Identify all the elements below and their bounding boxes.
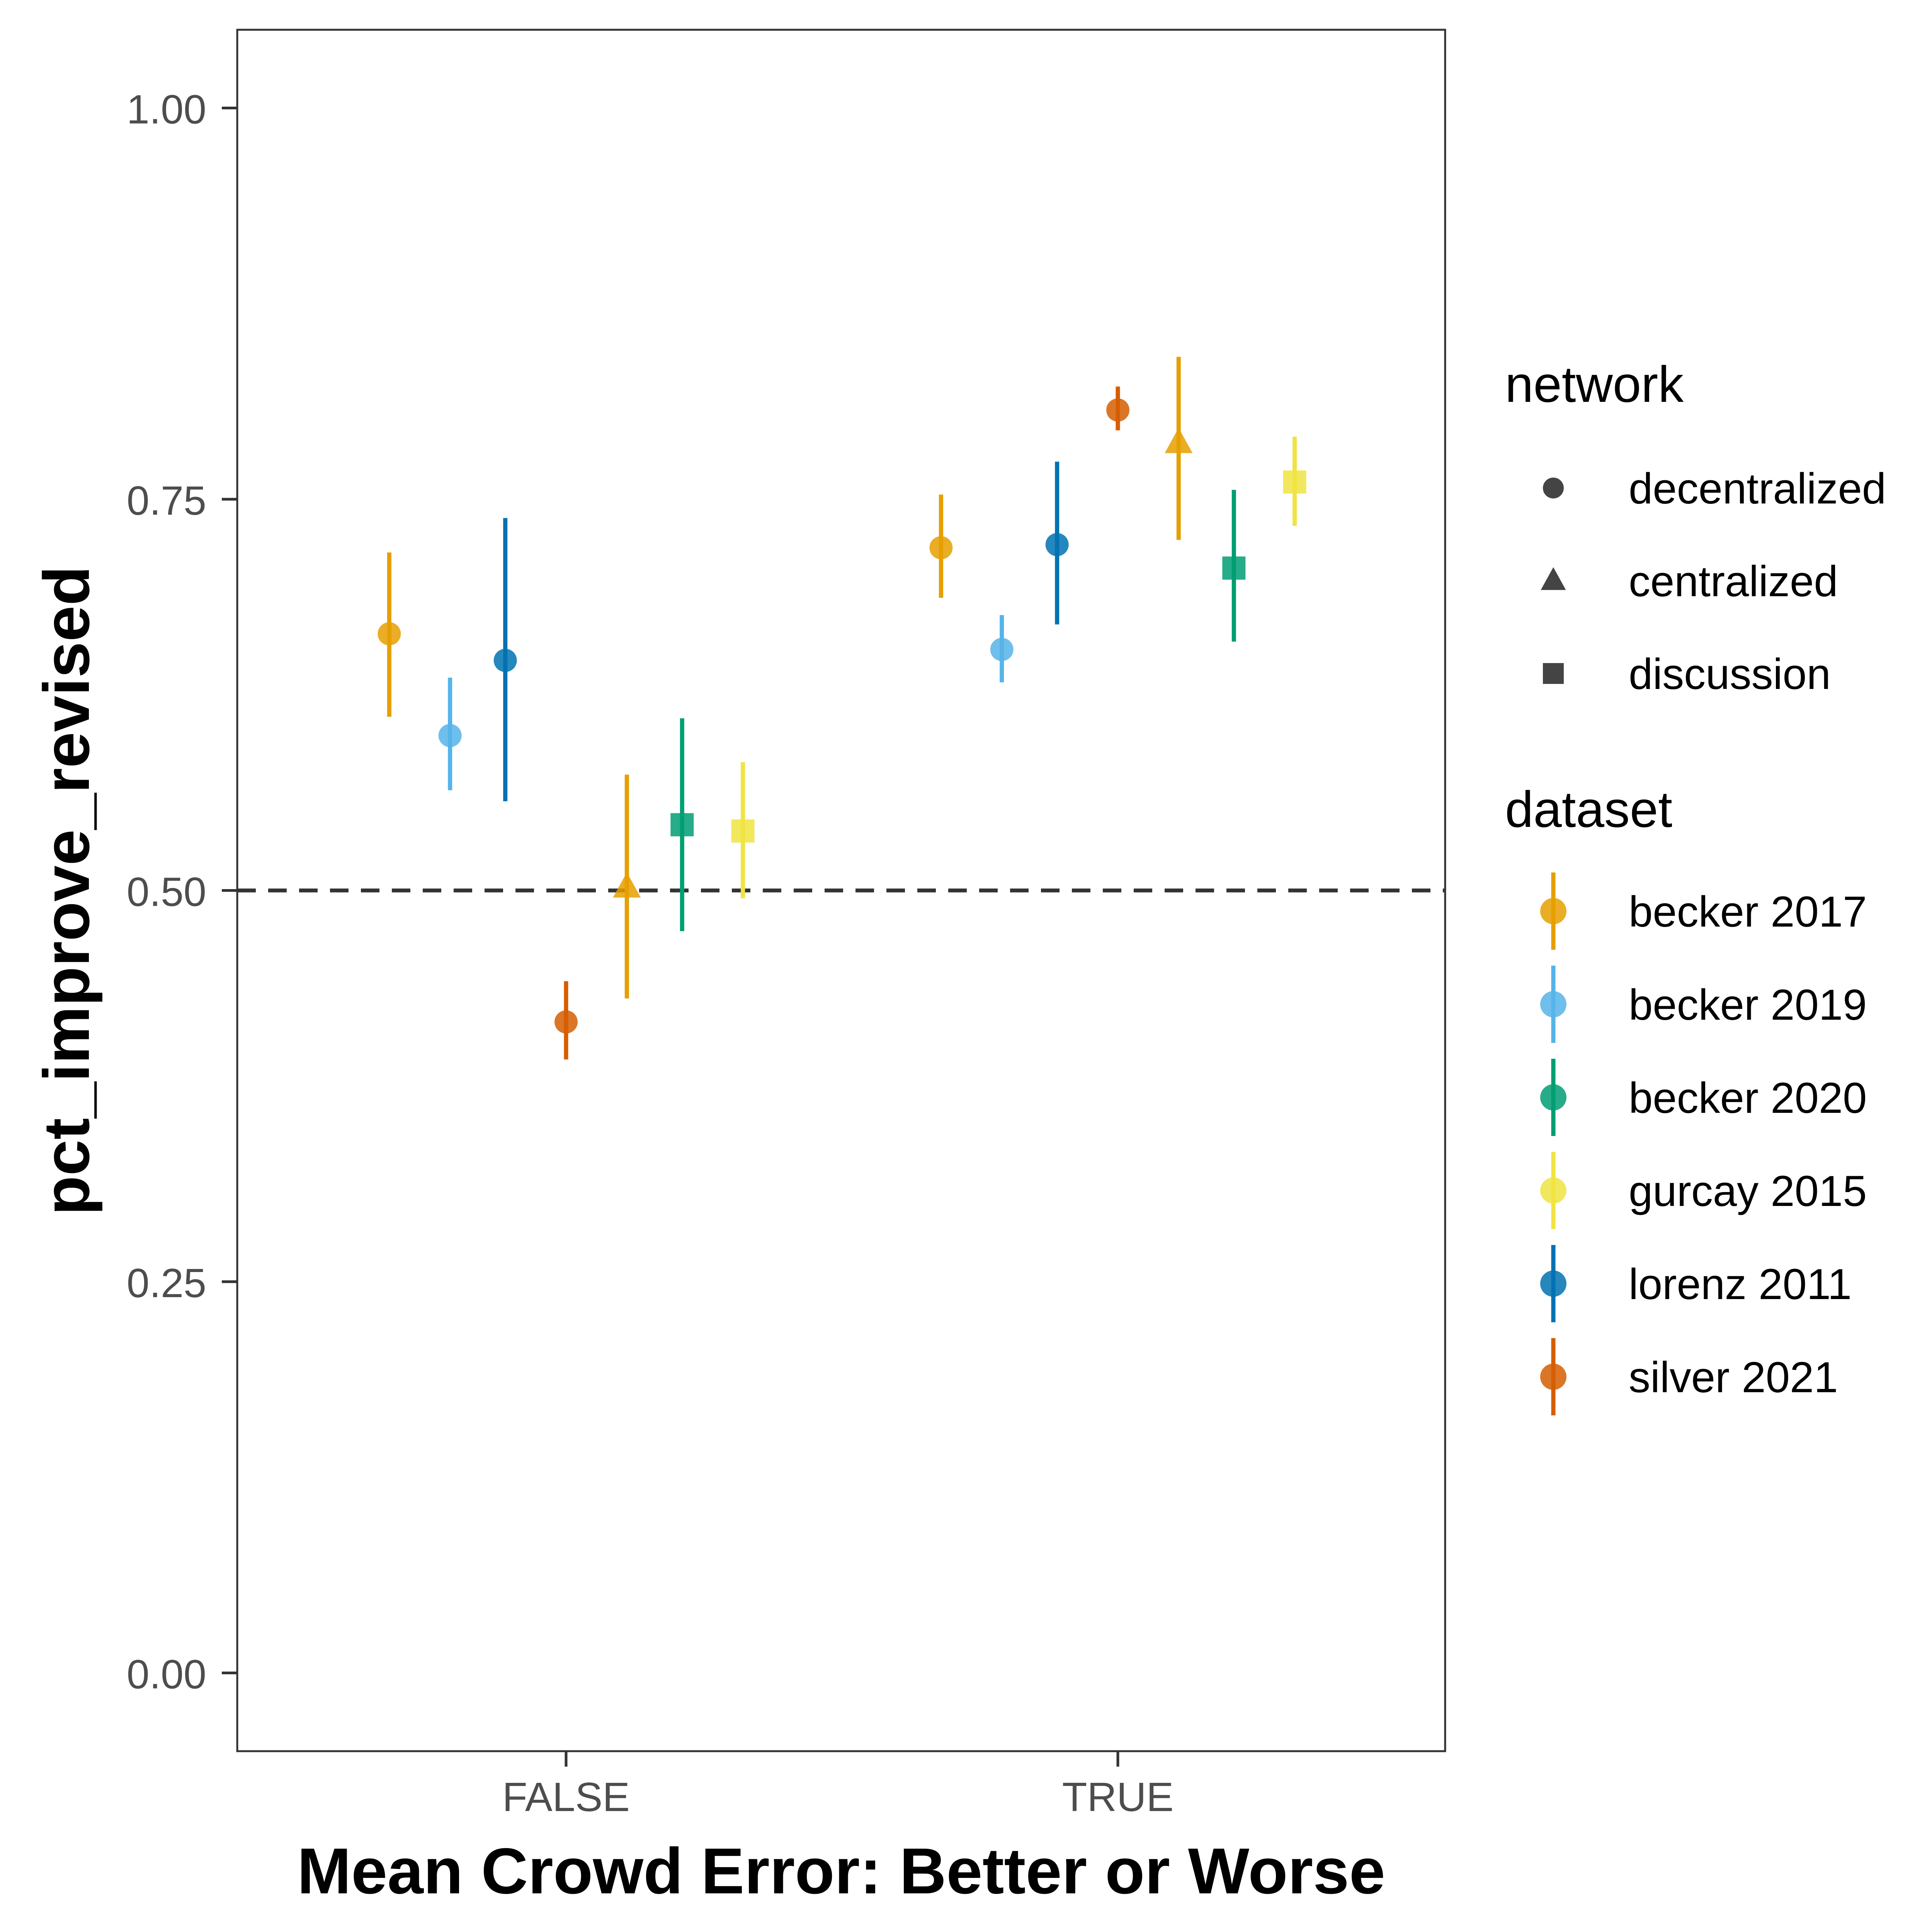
legend-network-items: decentralized centralized discussion (1541, 464, 1886, 698)
point-becker-2019-decentralized-true (990, 615, 1014, 682)
legend-dataset-label: becker 2020 (1629, 1074, 1867, 1122)
point-marker (670, 813, 694, 837)
legend-dataset-key (1540, 991, 1566, 1017)
data-marks (378, 357, 1306, 1060)
point-marker (1045, 533, 1069, 556)
point-becker-2017-decentralized-false (378, 552, 401, 717)
point-silver-2021-decentralized-false (554, 981, 578, 1060)
legend-dataset-label: becker 2017 (1629, 888, 1867, 936)
point-marker (1165, 428, 1193, 453)
legend-network-label: decentralized (1629, 464, 1886, 513)
y-tick-label-0-75: 0.75 (127, 478, 206, 524)
point-marker (613, 872, 641, 898)
legend-dataset: dataset becker 2017 becker 2019 becker 202… (1505, 781, 1867, 1415)
point-becker-2020-discussion-false (670, 718, 694, 931)
point-gurcay-2015-discussion-true (1283, 437, 1306, 526)
point-becker-2019-decentralized-false (438, 677, 462, 791)
legend-dataset-item-becker-2019: becker 2019 (1540, 966, 1867, 1043)
legend-dataset-key (1540, 1270, 1566, 1297)
point-marker (1222, 556, 1246, 580)
legend-dataset-label: gurcay 2015 (1629, 1167, 1867, 1215)
y-tick-label-0-00: 0.00 (127, 1652, 206, 1697)
x-tick-label-false: FALSE (502, 1774, 630, 1820)
point-marker (990, 638, 1014, 661)
point-marker (378, 622, 401, 646)
point-marker (554, 1010, 578, 1034)
legend-network: network decentralized centralized discussi… (1505, 356, 1886, 698)
legend-dataset-item-silver-2021: silver 2021 (1540, 1338, 1838, 1415)
legend-dataset-key (1540, 1177, 1566, 1204)
legend-network-item-centralized: centralized (1541, 557, 1838, 605)
x-axis-title: Mean Crowd Error: Better or Worse (297, 1835, 1385, 1907)
legend-dataset-item-becker-2020: becker 2020 (1540, 1059, 1867, 1136)
point-marker (493, 649, 517, 672)
legend-dataset-key (1540, 898, 1566, 924)
point-becker-2017-centralized-true (1165, 357, 1193, 540)
legend-network-item-discussion: discussion (1543, 650, 1831, 698)
legend-dataset-label: lorenz 2011 (1629, 1260, 1852, 1308)
point-becker-2020-discussion-true (1222, 490, 1246, 642)
legend-network-key (1543, 478, 1564, 498)
y-axis: 0.00 0.25 0.50 0.75 1.00 (127, 87, 237, 1697)
point-lorenz-2011-decentralized-true (1045, 461, 1069, 624)
x-tick-label-true: TRUE (1062, 1774, 1174, 1820)
legend-network-item-decentralized: decentralized (1543, 464, 1886, 513)
legend-network-key (1541, 567, 1566, 590)
point-silver-2021-decentralized-true (1106, 386, 1129, 430)
legend-network-label: centralized (1629, 557, 1838, 605)
point-marker (1106, 398, 1129, 422)
legend-dataset-items: becker 2017 becker 2019 becker 2020 gurcay … (1540, 872, 1867, 1415)
y-tick-label-1-00: 1.00 (127, 87, 206, 133)
y-axis-title: pct_improve_revised (30, 566, 103, 1216)
y-tick-label-0-25: 0.25 (127, 1260, 206, 1306)
point-marker (929, 536, 953, 560)
point-lorenz-2011-decentralized-false (493, 518, 517, 801)
legend-dataset-item-becker-2017: becker 2017 (1540, 872, 1867, 950)
x-axis: FALSE TRUE (502, 1751, 1173, 1820)
point-marker (438, 724, 462, 747)
y-tick-label-0-50: 0.50 (127, 869, 206, 915)
legend-network-title: network (1505, 356, 1684, 413)
legend-dataset-key (1540, 1364, 1566, 1390)
point-gurcay-2015-discussion-false (731, 762, 755, 898)
legend-dataset-item-lorenz-2011: lorenz 2011 (1540, 1245, 1852, 1322)
legend-dataset-key (1540, 1084, 1566, 1111)
point-marker (731, 819, 755, 843)
point-becker-2017-centralized-false (613, 774, 641, 998)
legend-dataset-title: dataset (1505, 781, 1672, 838)
legend-network-label: discussion (1629, 650, 1831, 698)
point-marker (1283, 470, 1306, 494)
legend-dataset-label: becker 2019 (1629, 981, 1867, 1029)
legend-dataset-label: silver 2021 (1629, 1353, 1838, 1401)
point-becker-2017-decentralized-true (929, 494, 953, 598)
legend-dataset-item-gurcay-2015: gurcay 2015 (1540, 1152, 1867, 1229)
legend-network-key (1543, 663, 1564, 684)
